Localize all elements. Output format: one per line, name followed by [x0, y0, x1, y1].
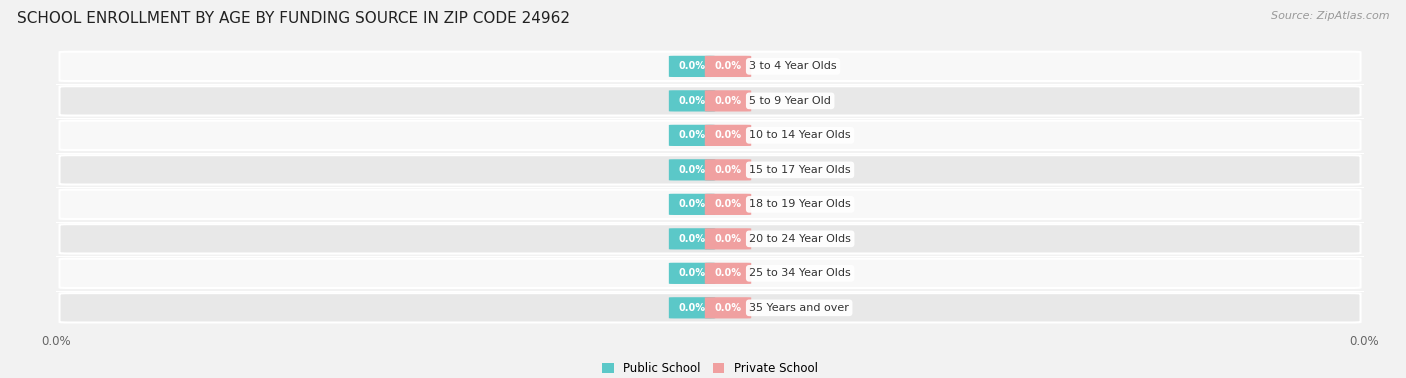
FancyBboxPatch shape [704, 228, 751, 249]
FancyBboxPatch shape [59, 224, 1361, 254]
Text: 35 Years and over: 35 Years and over [749, 303, 849, 313]
Text: 0.0%: 0.0% [714, 96, 741, 106]
FancyBboxPatch shape [704, 297, 751, 318]
FancyBboxPatch shape [669, 228, 716, 249]
FancyBboxPatch shape [669, 90, 716, 112]
FancyBboxPatch shape [59, 190, 1361, 219]
FancyBboxPatch shape [704, 194, 751, 215]
Text: 0.0%: 0.0% [714, 268, 741, 278]
FancyBboxPatch shape [704, 56, 751, 77]
Text: 0.0%: 0.0% [679, 199, 706, 209]
Text: 0.0%: 0.0% [714, 199, 741, 209]
Text: 20 to 24 Year Olds: 20 to 24 Year Olds [749, 234, 851, 244]
Legend: Public School, Private School: Public School, Private School [598, 358, 823, 378]
Text: 0.0%: 0.0% [679, 165, 706, 175]
Text: 3 to 4 Year Olds: 3 to 4 Year Olds [749, 61, 837, 71]
Text: 0.0%: 0.0% [714, 61, 741, 71]
FancyBboxPatch shape [669, 125, 716, 146]
FancyBboxPatch shape [59, 52, 1361, 81]
FancyBboxPatch shape [669, 194, 716, 215]
FancyBboxPatch shape [669, 263, 716, 284]
FancyBboxPatch shape [704, 125, 751, 146]
FancyBboxPatch shape [669, 56, 716, 77]
Text: 5 to 9 Year Old: 5 to 9 Year Old [749, 96, 831, 106]
Text: Source: ZipAtlas.com: Source: ZipAtlas.com [1271, 11, 1389, 21]
Text: 0.0%: 0.0% [714, 130, 741, 140]
FancyBboxPatch shape [59, 259, 1361, 288]
FancyBboxPatch shape [59, 86, 1361, 116]
Text: 0.0%: 0.0% [679, 234, 706, 244]
Text: 0.0%: 0.0% [679, 96, 706, 106]
FancyBboxPatch shape [704, 90, 751, 112]
Text: 0.0%: 0.0% [679, 130, 706, 140]
Text: 0.0%: 0.0% [679, 61, 706, 71]
Text: 25 to 34 Year Olds: 25 to 34 Year Olds [749, 268, 851, 278]
Text: 15 to 17 Year Olds: 15 to 17 Year Olds [749, 165, 851, 175]
Text: 0.0%: 0.0% [679, 268, 706, 278]
Text: 10 to 14 Year Olds: 10 to 14 Year Olds [749, 130, 851, 140]
Text: 0.0%: 0.0% [714, 303, 741, 313]
Text: 0.0%: 0.0% [679, 303, 706, 313]
FancyBboxPatch shape [59, 293, 1361, 322]
Text: 0.0%: 0.0% [714, 165, 741, 175]
FancyBboxPatch shape [59, 121, 1361, 150]
Text: 0.0%: 0.0% [714, 234, 741, 244]
FancyBboxPatch shape [669, 159, 716, 180]
FancyBboxPatch shape [704, 263, 751, 284]
FancyBboxPatch shape [704, 159, 751, 180]
Text: 18 to 19 Year Olds: 18 to 19 Year Olds [749, 199, 851, 209]
Text: SCHOOL ENROLLMENT BY AGE BY FUNDING SOURCE IN ZIP CODE 24962: SCHOOL ENROLLMENT BY AGE BY FUNDING SOUR… [17, 11, 569, 26]
FancyBboxPatch shape [669, 297, 716, 318]
FancyBboxPatch shape [59, 155, 1361, 184]
